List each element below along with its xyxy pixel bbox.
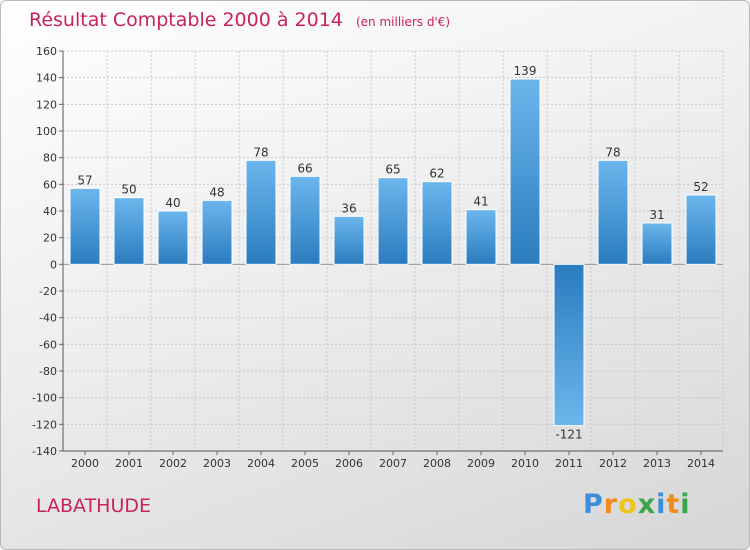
value-label: 139: [514, 64, 537, 78]
x-tick-label: 2002: [159, 457, 187, 470]
label-layer: 57 50 40 48 78 66 36 65 62 41 139 -121 78 31 52: [77, 64, 708, 442]
logo-letter: t: [666, 489, 681, 520]
x-tick-label: 2013: [643, 457, 671, 470]
x-tick-label: 2006: [335, 457, 363, 470]
logo-letter: o: [618, 489, 638, 520]
x-tick-label: 2000: [71, 457, 99, 470]
y-tick-label: -60: [39, 338, 57, 351]
bar-2001[interactable]: [113, 197, 145, 265]
logo-letter: P: [583, 489, 604, 520]
value-label: 50: [121, 183, 136, 197]
value-label: 78: [605, 145, 620, 159]
y-tick-label: -20: [39, 285, 57, 298]
logo-letter: i: [656, 489, 667, 520]
y-tick-label: 100: [36, 125, 57, 138]
x-tick-label: 2003: [203, 457, 231, 470]
bar-2000[interactable]: [69, 187, 101, 265]
bar-2009[interactable]: [465, 209, 497, 265]
y-tick-label: 20: [43, 232, 57, 245]
chart-title: Résultat Comptable 2000 à 2014: [29, 9, 343, 31]
x-tick-label: 2009: [467, 457, 495, 470]
commune-name: LABATHUDE: [36, 495, 152, 517]
logo-letter: x: [637, 489, 657, 520]
y-tick-label: 40: [43, 205, 57, 218]
bar-2006[interactable]: [333, 215, 365, 265]
bar-2007[interactable]: [377, 177, 409, 265]
bar-2008[interactable]: [421, 181, 453, 265]
title-row: Résultat Comptable 2000 à 2014 (en milli…: [29, 9, 450, 31]
bar-2005[interactable]: [289, 175, 321, 265]
bar-2013[interactable]: [641, 222, 673, 265]
value-label: -121: [555, 428, 582, 442]
x-tick-label: 2008: [423, 457, 451, 470]
y-tick-label: 140: [36, 72, 57, 85]
value-label: 62: [429, 167, 444, 181]
bar-2014[interactable]: [685, 194, 717, 265]
value-label: 66: [297, 161, 312, 175]
y-tick-label: -120: [32, 418, 57, 431]
y-tick-label: -140: [32, 445, 57, 458]
bar-2004[interactable]: [245, 159, 277, 265]
proxiti-logo[interactable]: Proxiti: [583, 489, 691, 520]
x-tick-label: 2005: [291, 457, 319, 470]
x-tick-label: 2012: [599, 457, 627, 470]
value-label: 65: [385, 163, 400, 177]
axis-layer: 160 140 120 100 80 60 40 20 0 -20 -40 -60 -80 -100 -12…: [32, 45, 723, 470]
value-label: 41: [473, 195, 488, 209]
bar-2002[interactable]: [157, 210, 189, 265]
x-tick-label: 2014: [687, 457, 715, 470]
y-tick-label: 0: [50, 258, 57, 271]
value-label: 78: [253, 145, 268, 159]
bar-2003[interactable]: [201, 199, 233, 265]
x-tick-label: 2001: [115, 457, 143, 470]
x-tick-label: 2010: [511, 457, 539, 470]
logo-letter: i: [680, 489, 691, 520]
value-label: 57: [77, 173, 92, 187]
value-label: 52: [693, 180, 708, 194]
y-tick-label: 80: [43, 152, 57, 165]
chart-unit: (en milliers d'€): [355, 15, 451, 29]
y-tick-label: -40: [39, 312, 57, 325]
y-tick-label: -80: [39, 365, 57, 378]
x-tick-label: 2007: [379, 457, 407, 470]
bar-2011[interactable]: [553, 263, 585, 427]
value-label: 31: [649, 208, 664, 222]
logo-letter: r: [603, 489, 619, 520]
x-tick-label: 2011: [555, 457, 583, 470]
bar-layer: [69, 78, 717, 427]
y-tick-label: 60: [43, 178, 57, 191]
y-tick-label: 160: [36, 45, 57, 58]
y-tick-label: 120: [36, 98, 57, 111]
bar-2012[interactable]: [597, 159, 629, 265]
y-tick-label: -100: [32, 392, 57, 405]
value-label: 40: [165, 196, 180, 210]
value-label: 48: [209, 185, 224, 199]
x-tick-label: 2004: [247, 457, 275, 470]
value-label: 36: [341, 201, 356, 215]
bar-2010[interactable]: [509, 78, 541, 265]
